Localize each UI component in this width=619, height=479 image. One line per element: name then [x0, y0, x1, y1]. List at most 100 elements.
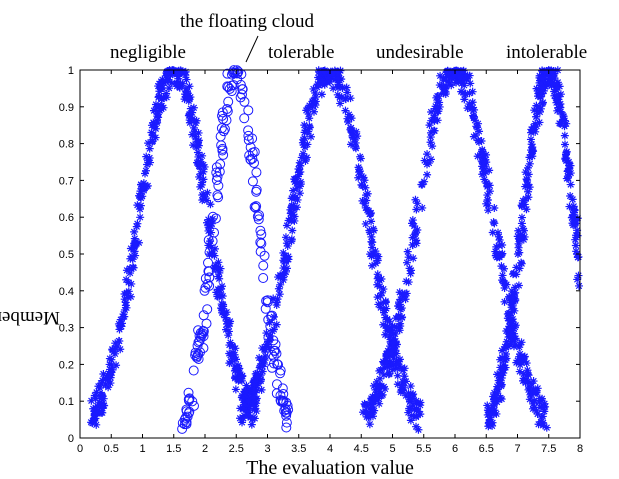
scatter-point-star	[203, 218, 212, 227]
scatter-point-circle	[239, 96, 250, 107]
scatter-point-circle	[251, 201, 262, 212]
y-axis-title: Membership	[0, 307, 60, 328]
x-tick-label: 8	[577, 443, 583, 455]
scatter-point-star	[262, 340, 271, 349]
scatter-point-star	[191, 132, 200, 141]
scatter-point-circle	[213, 192, 224, 203]
scatter-point-star	[479, 165, 488, 174]
scatter-point-circle	[218, 149, 229, 160]
scatter-point-star	[515, 235, 524, 244]
scatter-point-star	[204, 223, 213, 232]
scatter-point-star	[470, 105, 479, 114]
scatter-point-star	[540, 407, 549, 416]
scatter-point-star	[457, 87, 466, 96]
scatter-point-star	[387, 349, 396, 358]
scatter-point-star	[282, 239, 291, 248]
scatter-point-star	[510, 329, 519, 338]
scatter-point-star	[523, 176, 532, 185]
scatter-point-star	[478, 170, 487, 179]
scatter-point-star	[275, 290, 284, 299]
scatter-point-star	[138, 192, 147, 201]
scatter-point-star	[320, 80, 329, 89]
scatter-point-star	[541, 402, 550, 411]
scatter-point-star	[228, 354, 237, 363]
scatter-point-star	[167, 79, 176, 88]
scatter-point-star	[291, 175, 300, 184]
svg-text:Membership: Membership	[0, 307, 60, 328]
scatter-point-star	[562, 149, 571, 158]
scatter-point-star	[284, 216, 293, 225]
scatter-point-star	[511, 340, 520, 349]
scatter-point-star	[311, 92, 320, 101]
scatter-point-star	[381, 298, 390, 307]
scatter-point-star	[367, 237, 376, 246]
scatter-point-star	[296, 167, 305, 176]
scatter-point-star	[309, 84, 318, 93]
scatter-point-circle	[191, 352, 202, 363]
scatter-point-star	[388, 365, 397, 374]
scatter-point-star	[424, 159, 433, 168]
scatter-point-star	[345, 110, 354, 119]
scatter-point-star	[298, 138, 307, 147]
scatter-point-star	[472, 122, 481, 131]
scatter-point-star	[203, 188, 212, 197]
scatter-point-star	[380, 308, 389, 317]
scatter-point-star	[494, 228, 503, 237]
scatter-point-circle	[199, 285, 210, 296]
scatter-point-star	[495, 236, 504, 245]
y-tick-label: 0.5	[59, 249, 74, 261]
x-axis-ticks: 0 0.5 1 1.5 2 2.5 3 3.5 4 4.5 5 5.5 6 6.5 7 7.5 8	[77, 70, 583, 455]
scatter-point-circle	[239, 113, 250, 124]
scatter-point-star	[152, 103, 161, 112]
scatter-point-star	[493, 382, 502, 391]
scatter-point-star	[426, 155, 435, 164]
scatter-point-circle	[249, 146, 260, 157]
scatter-point-star	[199, 167, 208, 176]
scatter-point-circle	[203, 235, 214, 246]
scatter-point-star	[408, 216, 417, 225]
scatter-point-star	[212, 288, 221, 297]
scatter-point-star	[519, 374, 528, 383]
scatter-point-circle	[269, 345, 280, 356]
scatter-point-star	[376, 303, 385, 312]
scatter-point-star	[300, 128, 309, 137]
scatter-point-star	[573, 214, 582, 223]
scatter-point-star	[451, 66, 460, 75]
scatter-point-star	[352, 127, 361, 136]
scatter-point-star	[381, 330, 390, 339]
scatter-point-star	[372, 251, 381, 260]
scatter-point-star	[425, 121, 434, 130]
scatter-point-star	[538, 98, 547, 107]
scatter-point-star	[536, 417, 545, 426]
scatter-point-star	[521, 378, 530, 387]
scatter-point-star	[281, 233, 290, 242]
scatter-point-star	[410, 230, 419, 239]
scatter-point-star	[231, 385, 240, 394]
scatter-point-star	[242, 392, 251, 401]
scatter-point-star	[130, 247, 139, 256]
scatter-point-star	[535, 118, 544, 127]
scatter-point-star	[193, 148, 202, 157]
scatter-point-star	[342, 83, 351, 92]
scatter-point-circle	[229, 67, 240, 78]
scatter-point-star	[416, 401, 425, 410]
scatter-point-star	[305, 123, 314, 132]
scatter-point-star	[507, 339, 516, 348]
scatter-point-star	[479, 162, 488, 171]
scatter-point-star	[428, 142, 437, 151]
x-tick-label: 4	[327, 443, 333, 455]
x-tick-label: 3.5	[291, 443, 306, 455]
scatter-point-star	[408, 233, 417, 242]
scatter-point-star	[568, 219, 577, 228]
scatter-point-star	[412, 239, 421, 248]
scatter-point-star	[434, 92, 443, 101]
scatter-point-star	[253, 373, 262, 382]
scatter-point-star	[480, 175, 489, 184]
scatter-point-star	[294, 165, 303, 174]
scatter-point-star	[120, 312, 129, 321]
scatter-point-circle	[243, 130, 254, 141]
scatter-point-star	[499, 264, 508, 273]
scatter-point-circle	[224, 83, 235, 94]
scatter-point-star	[295, 182, 304, 191]
scatter-point-star	[328, 70, 337, 79]
